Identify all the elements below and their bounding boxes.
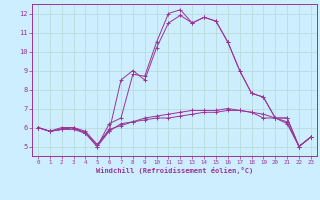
X-axis label: Windchill (Refroidissement éolien,°C): Windchill (Refroidissement éolien,°C) bbox=[96, 167, 253, 174]
